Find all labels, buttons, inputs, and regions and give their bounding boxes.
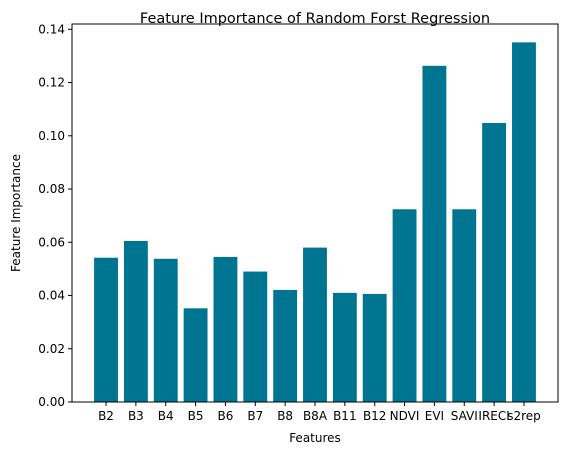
y-axis-label: Feature Importance bbox=[9, 154, 23, 272]
x-tick-label: SAVI bbox=[451, 409, 478, 423]
y-axis-ticks: 0.00 0.02 0.04 0.06 0.08 0.10 0.12 0.14 bbox=[38, 22, 72, 409]
x-axis-ticks: B2 B3 B4 B5 B6 B7 B8 B8A B11 B12 NDVI EVI SAVI IRECIs… bbox=[98, 402, 541, 423]
x-tick-label: IRECI bbox=[478, 409, 509, 423]
bar-b7 bbox=[243, 271, 268, 402]
y-tick-label: 0.06 bbox=[38, 235, 65, 249]
x-tick-label: s2rep bbox=[507, 409, 541, 423]
chart-title: Feature Importance of Random Forst Regre… bbox=[140, 11, 490, 27]
bar-b8 bbox=[273, 289, 298, 402]
x-tick-label: EVI bbox=[425, 409, 444, 423]
y-tick-label: 0.08 bbox=[38, 182, 65, 196]
bar-ndvi bbox=[392, 209, 417, 402]
plot-frame bbox=[71, 23, 559, 403]
y-tick-label: 0.02 bbox=[38, 342, 65, 356]
y-tick-label: 0.00 bbox=[38, 395, 65, 409]
x-tick-label: B8A bbox=[303, 409, 328, 423]
bar-b2 bbox=[94, 257, 118, 402]
x-tick-label: B5 bbox=[188, 409, 204, 423]
x-tick-label: B4 bbox=[158, 409, 174, 423]
bar-b5 bbox=[183, 308, 208, 402]
bar-b3 bbox=[123, 240, 148, 402]
bars-group bbox=[94, 42, 536, 403]
y-tick-label: 0.04 bbox=[38, 289, 65, 303]
bar-b6 bbox=[213, 256, 238, 402]
x-tick-label: NDVI bbox=[390, 409, 420, 423]
x-tick-label: B2 bbox=[98, 409, 114, 423]
y-tick-label: 0.12 bbox=[38, 76, 65, 90]
x-tick-label: B6 bbox=[218, 409, 234, 423]
bar-b12 bbox=[362, 293, 387, 402]
bar-ireci bbox=[482, 123, 507, 402]
y-tick-label: 0.10 bbox=[38, 129, 65, 143]
y-tick-label: 0.14 bbox=[38, 22, 65, 36]
bar-b4 bbox=[153, 258, 178, 402]
bar-savi bbox=[452, 209, 477, 402]
bar-evi bbox=[422, 65, 447, 402]
bar-b8a bbox=[303, 247, 327, 402]
x-tick-label: B8 bbox=[277, 409, 293, 423]
bar-b11 bbox=[332, 292, 357, 402]
x-tick-label: B12 bbox=[363, 409, 387, 423]
x-tick-label: B7 bbox=[247, 409, 263, 423]
x-tick-label: B11 bbox=[333, 409, 357, 423]
x-axis-label: Features bbox=[289, 431, 341, 445]
bar-s2rep bbox=[512, 42, 536, 403]
x-tick-label: B3 bbox=[128, 409, 144, 423]
